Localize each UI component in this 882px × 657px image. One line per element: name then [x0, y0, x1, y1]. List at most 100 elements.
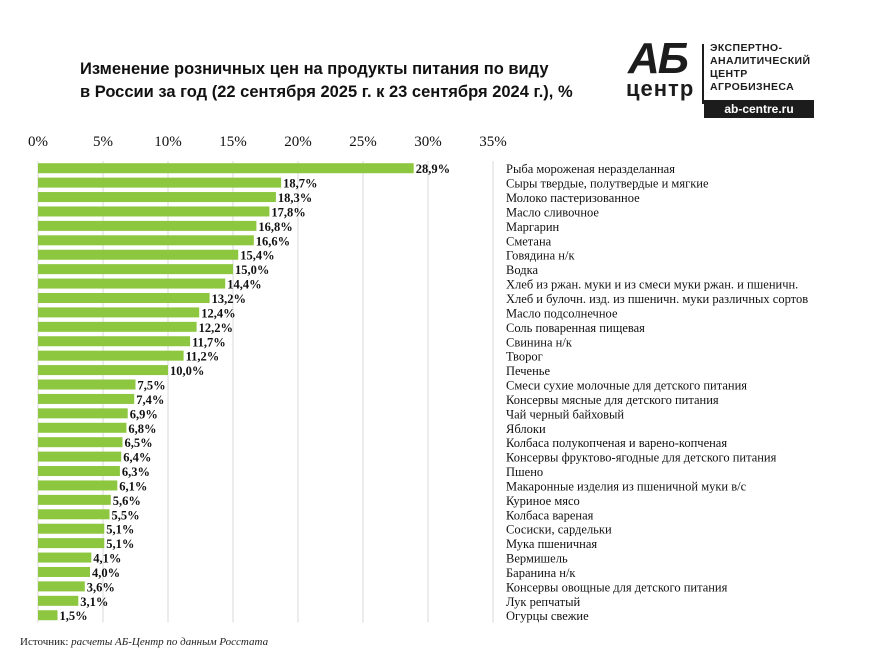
category-label: Яблоки [506, 422, 546, 436]
bar-value-label: 6,8% [128, 422, 156, 436]
chart-value-labels: 28,9% 18,7%18,3%17,8%16,8%16,6%15,4%15,0%… [60, 162, 451, 623]
bar-value-label: 11,2% [186, 350, 220, 364]
logo-line-4: АГРОБИЗНЕСА [710, 81, 795, 93]
bar [38, 177, 282, 188]
logo-mark-top: АБ [628, 34, 689, 83]
category-label: Консервы фруктово-ягодные для детского п… [506, 451, 777, 465]
bar-value-label: 15,4% [240, 249, 274, 263]
bar [38, 206, 270, 217]
bar [38, 480, 118, 491]
logo-line-2: АНАЛИТИЧЕСКИЙ [710, 55, 811, 67]
logo-divider [702, 44, 704, 104]
x-tick-label: 30% [414, 134, 442, 150]
bar [38, 220, 257, 231]
bar [38, 379, 136, 390]
bar-value-label: 16,6% [256, 234, 290, 248]
bar-value-label: 4,1% [93, 552, 121, 566]
category-label: Маргарин [506, 220, 560, 234]
bar [38, 163, 414, 174]
bar [38, 336, 191, 347]
bar [38, 610, 58, 621]
bar [38, 278, 226, 289]
category-label: Консервы овощные для детского питания [506, 580, 728, 594]
category-label: Консервы мясные для детского питания [506, 393, 719, 407]
category-label: Мука пшеничная [506, 537, 597, 551]
category-label: Масло подсолнечное [506, 306, 618, 320]
category-label: Рыба мороженая неразделанная [506, 162, 675, 176]
logo-text: ЭКСПЕРТНО- АНАЛИТИЧЕСКИЙ ЦЕНТР АГРОБИЗНЕ… [710, 42, 830, 94]
x-tick-label: 10% [154, 134, 182, 150]
bar [38, 523, 105, 534]
bar [38, 235, 254, 246]
bar-value-label: 16,8% [258, 220, 292, 234]
bar-value-label: 18,3% [278, 191, 312, 205]
chart-title-line-2: в России за год (22 сентября 2025 г. к 2… [80, 83, 573, 101]
logo-mark-bottom: центр [626, 76, 695, 101]
category-label: Говядина н/к [506, 249, 575, 263]
category-label: Чай черный байховый [506, 407, 624, 421]
logo-url: ab-centre.ru [704, 100, 814, 118]
category-label: Вермишель [506, 552, 568, 566]
bar-value-label: 18,7% [283, 177, 317, 191]
bar [38, 552, 92, 563]
source-text: расчеты АБ-Центр по данным Росстата [71, 636, 269, 648]
bar-value-label: 6,9% [130, 407, 158, 421]
bar [38, 307, 200, 318]
bar-value-label: 10,0% [170, 364, 204, 378]
x-tick-label: 0% [28, 134, 48, 150]
bar [38, 581, 85, 592]
source-label: Источник: [20, 636, 69, 648]
chart-title: Изменение розничных цен на продукты пита… [80, 58, 620, 104]
bar [38, 249, 239, 260]
bar [38, 350, 184, 361]
bar [38, 466, 120, 477]
bar [38, 393, 135, 404]
chart-bars [38, 163, 414, 621]
category-label: Печенье [506, 364, 550, 378]
bar-value-label: 14,4% [227, 278, 261, 292]
category-label: Колбаса полукопченая и варено-копченая [506, 436, 727, 450]
bar-value-label: 28,9% [416, 162, 450, 176]
category-label: Масло сливочное [506, 205, 599, 219]
category-label: Лук репчатый [506, 595, 580, 609]
ab-centre-logo: АБ центр ЭКСПЕРТНО- АНАЛИТИЧЕСКИЙ ЦЕНТР … [624, 34, 824, 120]
bar-value-label: 5,1% [106, 523, 134, 537]
bar-value-label: 6,4% [123, 451, 151, 465]
source-note: Источник: расчеты АБ-Центр по данным Рос… [20, 636, 268, 648]
bar-value-label: 11,7% [192, 335, 226, 349]
bar-value-label: 1,5% [60, 609, 88, 623]
category-label: Хлеб и булочн. изд. из пшеничн. муки раз… [506, 292, 808, 306]
category-label: Сметана [506, 234, 552, 248]
category-label: Куриное мясо [506, 494, 580, 508]
bar-value-label: 13,2% [212, 292, 246, 306]
bar [38, 509, 110, 520]
bar-value-label: 4,0% [92, 566, 120, 580]
category-label: Молоко пастеризованное [506, 191, 640, 205]
chart-title-line-1: Изменение розничных цен на продукты пита… [80, 60, 549, 78]
bar-value-label: 6,5% [125, 436, 153, 450]
category-label: Огурцы свежие [506, 609, 589, 623]
bar-value-label: 3,6% [87, 580, 115, 594]
category-label: Свинина н/к [506, 335, 573, 349]
bar [38, 595, 79, 606]
category-label: Пшено [506, 465, 543, 479]
bar-value-label: 6,1% [119, 479, 147, 493]
bar-value-label: 7,4% [136, 393, 164, 407]
x-tick-label: 20% [284, 134, 312, 150]
x-tick-label: 5% [93, 134, 113, 150]
bar [38, 321, 197, 332]
category-label: Хлеб из ржан. муки и из смеси муки ржан.… [506, 278, 798, 292]
chart-x-ticks: 0% 5% 10% 15% 20% 25% 30% 35% [28, 134, 507, 150]
bar [38, 494, 111, 505]
bar [38, 292, 210, 303]
bar-value-label: 3,1% [80, 595, 108, 609]
bar-value-label: 17,8% [271, 205, 305, 219]
category-label: Водка [506, 263, 538, 277]
category-label: Макаронные изделия из пшеничной муки в/с [506, 479, 747, 493]
bar [38, 264, 233, 275]
category-label: Соль поваренная пищевая [506, 321, 645, 335]
category-label: Смеси сухие молочные для детского питани… [506, 379, 747, 393]
bar [38, 566, 90, 577]
